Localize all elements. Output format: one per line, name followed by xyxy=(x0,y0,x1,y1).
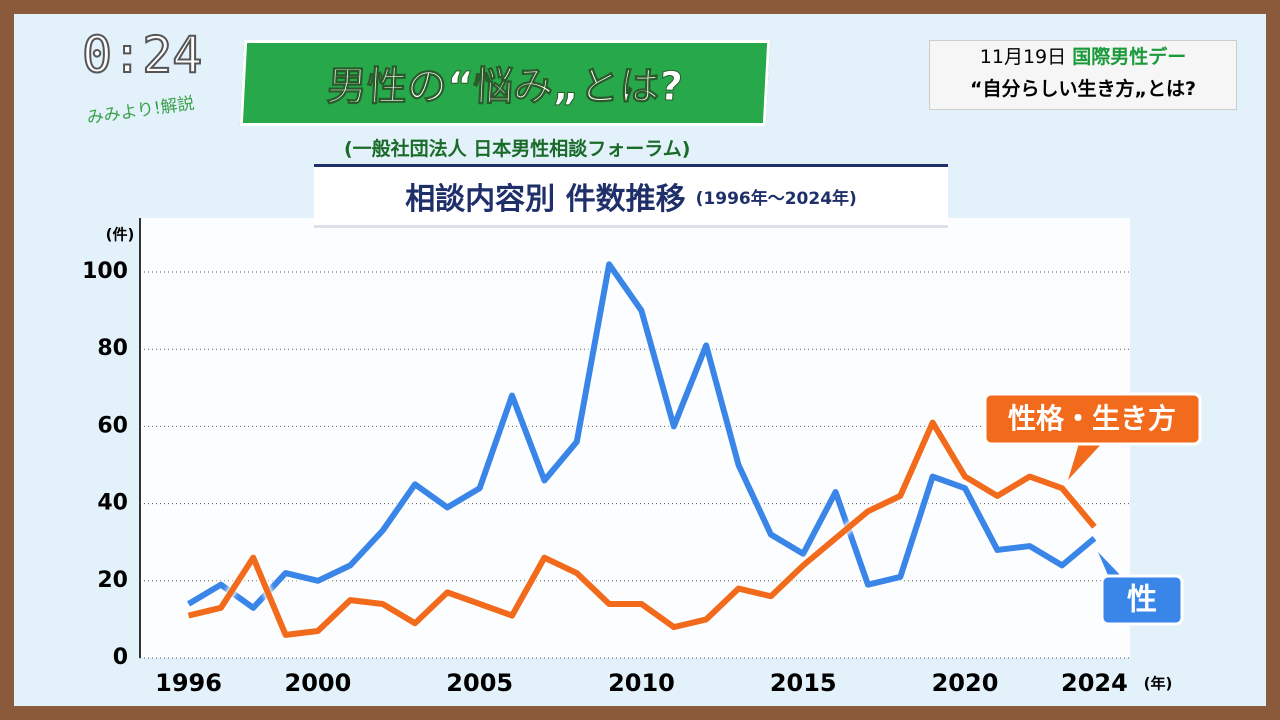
y-tick-label: 100 xyxy=(82,259,128,284)
source: (一般社団法人 日本男性相談フォーラム) xyxy=(344,138,691,160)
series-line xyxy=(186,261,1097,611)
x-tick-label: 2010 xyxy=(608,669,675,697)
series-line xyxy=(187,419,1097,638)
x-tick-label: 2020 xyxy=(932,669,999,697)
callout-orange: 性格・生き方 xyxy=(983,392,1202,480)
callout-box xyxy=(1100,574,1184,626)
topic-box: 11月19日 国際男性デー “自分らしい生き方„とは? xyxy=(929,40,1237,110)
chart-subtitle: (1996年〜2024年) xyxy=(695,188,857,209)
plot-area xyxy=(140,218,1130,658)
callout-box xyxy=(983,392,1202,446)
x-tick-label: 2000 xyxy=(285,669,352,697)
topic-event: 国際男性デー xyxy=(1072,46,1187,68)
callout-tail xyxy=(1068,440,1105,480)
y-axis-label: (件) xyxy=(106,226,135,244)
callout-tail xyxy=(1098,552,1125,580)
topic-date: 11月19日 xyxy=(979,46,1067,68)
x-tick-label: 1996 xyxy=(155,669,222,697)
topic-theme: “自分らしい生き方„とは? xyxy=(970,78,1196,100)
legend-label: 性格・生き方 xyxy=(1008,402,1176,435)
clock: 0:24 xyxy=(81,25,203,85)
y-tick-label: 60 xyxy=(97,413,128,438)
y-tick-label: 0 xyxy=(113,645,128,670)
y-tick-label: 40 xyxy=(97,491,128,516)
y-tick-label: 20 xyxy=(97,568,128,593)
x-axis-label: (年) xyxy=(1144,675,1173,693)
callout-blue: 性 xyxy=(1098,552,1184,626)
x-tick-label: 2015 xyxy=(770,669,837,697)
x-tick-label: 2024 xyxy=(1061,669,1128,697)
chart-title: 相談内容別 件数推移 xyxy=(405,182,686,217)
legend-label: 性 xyxy=(1127,583,1157,618)
x-tick-label: 2005 xyxy=(446,669,513,697)
chart-title-box: 相談内容別 件数推移 (1996年〜2024年) xyxy=(314,164,948,228)
y-tick-label: 80 xyxy=(97,336,128,361)
